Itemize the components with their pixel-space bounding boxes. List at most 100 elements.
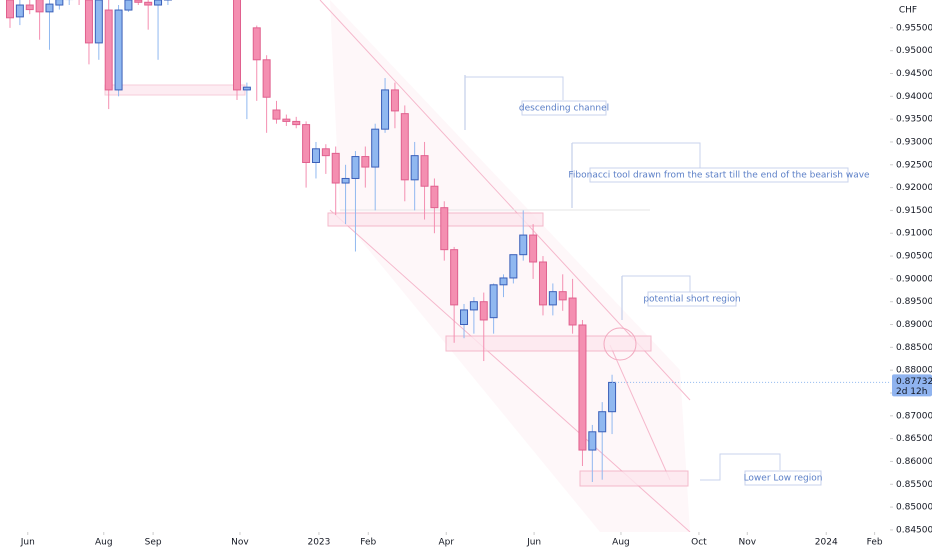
y-tick-label: 0.90500 — [896, 252, 932, 262]
candle-body — [144, 1, 153, 6]
candle-body — [440, 207, 449, 251]
candle-body — [558, 291, 567, 301]
candle-body — [242, 86, 251, 91]
candle-body — [390, 89, 399, 112]
candle-body — [529, 234, 538, 263]
y-tick-label: 0.92000 — [896, 183, 932, 193]
candle-body — [608, 381, 617, 413]
x-tick-label: Jun — [526, 538, 541, 548]
y-tick-label: 0.84500 — [896, 525, 932, 535]
y-tick-label: 0.95000 — [896, 46, 932, 56]
candle-body — [351, 156, 360, 179]
y-tick-label: 0.95500 — [896, 23, 932, 33]
x-tick-label: Apr — [438, 538, 454, 548]
circle — [603, 327, 637, 361]
candle-body — [400, 113, 409, 181]
candle-body — [538, 261, 547, 306]
zone — [579, 470, 689, 487]
x-tick-label: Aug — [612, 538, 630, 548]
x-tick-label: Oct — [691, 538, 707, 548]
candle-body — [45, 3, 54, 13]
candle-body — [460, 309, 469, 326]
candle-body — [578, 324, 587, 451]
x-tick-label: Feb — [360, 538, 376, 548]
annotation-box — [647, 291, 737, 307]
countdown: 2d 12h — [896, 387, 927, 397]
currency: CHF — [899, 6, 917, 16]
y-tick-label: 0.90000 — [896, 274, 932, 284]
x-tick-label: Jun — [20, 538, 35, 548]
candle-body — [154, 0, 163, 6]
y-tick-label: 0.91000 — [896, 229, 932, 239]
candle-body — [104, 9, 113, 91]
candle-body — [311, 148, 320, 163]
candle-body — [262, 59, 271, 98]
candle-body — [588, 431, 597, 451]
candle-body — [381, 89, 390, 130]
y-tick-label: 0.93000 — [896, 137, 932, 147]
x-tick-label: Sep — [145, 538, 162, 548]
candle-body — [420, 155, 429, 187]
candle-body — [469, 301, 478, 311]
candle-body — [6, 0, 14, 19]
y-tick-label: 0.85500 — [896, 480, 932, 490]
candle-body — [371, 128, 380, 168]
candle-body — [598, 411, 607, 433]
candle-body — [302, 124, 311, 163]
candle-body — [272, 109, 281, 120]
annotation-box — [744, 470, 822, 486]
annotation: potential short region — [643, 295, 740, 305]
y-tick-label: 0.86000 — [896, 457, 932, 467]
candle-body — [15, 4, 24, 18]
candle-body — [252, 27, 261, 61]
candle-body — [134, 0, 143, 3]
zone — [104, 84, 246, 96]
y-tick-label: 0.88500 — [896, 343, 932, 353]
candle-body — [509, 254, 518, 279]
candle-body — [292, 120, 301, 126]
candle-body — [84, 0, 93, 44]
candle-body — [114, 9, 123, 91]
candle-body — [489, 284, 498, 319]
annotation-box — [589, 167, 849, 183]
annotation-box — [521, 100, 607, 116]
y-tick-label: 0.85000 — [896, 503, 932, 513]
candle-body — [25, 4, 34, 11]
leader — [622, 275, 691, 292]
candle-body — [499, 277, 508, 286]
y-tick-label: 0.93500 — [896, 115, 932, 125]
annotation: Fibonacci tool drawn from the start till… — [568, 171, 870, 181]
candle-body — [450, 249, 459, 306]
candle-body — [331, 152, 340, 184]
x-tick-label: 2024 — [815, 538, 838, 548]
candle-body — [568, 297, 577, 326]
last-price-box — [892, 374, 932, 397]
last-price: 0.87732 — [896, 377, 932, 387]
channel-line — [319, 0, 691, 401]
y-tick-label: 0.91500 — [896, 206, 932, 216]
y-tick-label: 0.86500 — [896, 434, 932, 444]
y-tick-label: 0.89000 — [896, 320, 932, 330]
y-tick-label: 0.94000 — [896, 92, 932, 102]
leader — [465, 76, 564, 100]
leader — [572, 142, 701, 168]
annotation: descending channel — [519, 104, 609, 114]
leader — [700, 453, 781, 481]
candle-body — [55, 0, 64, 6]
zone — [327, 212, 544, 227]
candle-body — [361, 156, 370, 168]
y-tick-label: 0.87000 — [896, 411, 932, 421]
candle-body — [233, 0, 242, 91]
candle-body — [94, 0, 103, 44]
x-tick-label: Nov — [231, 538, 249, 548]
zone — [445, 335, 652, 352]
y-tick-label: 0.88000 — [896, 366, 932, 376]
candle-body — [282, 118, 291, 122]
candle-body — [479, 301, 488, 321]
annotation: Lower Low region — [744, 474, 823, 484]
x-tick-label: Aug — [95, 538, 113, 548]
candle-body — [410, 155, 419, 181]
y-tick-label: 0.92500 — [896, 160, 932, 170]
candle-body — [341, 177, 350, 184]
